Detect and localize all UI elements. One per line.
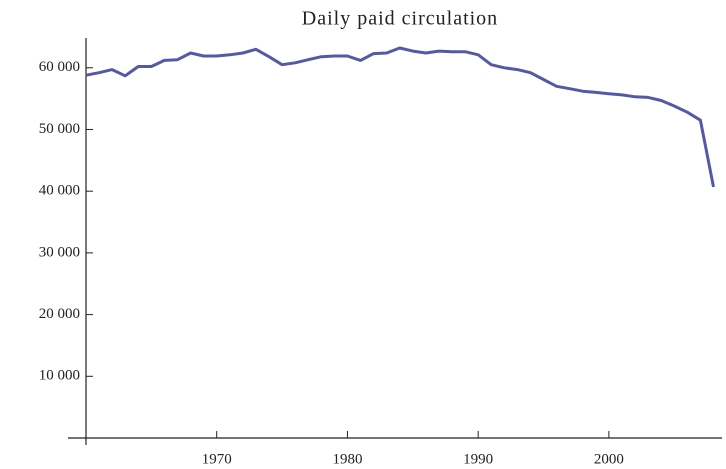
x-tick-label: 1990	[463, 451, 493, 467]
line-series	[85, 46, 715, 188]
y-tick-label: 10 000	[39, 368, 80, 384]
x-tick-label: 1980	[332, 451, 362, 467]
x-tick-label: 1970	[202, 451, 232, 467]
chart-title: Daily paid circulation	[302, 8, 498, 30]
y-tick-label: 30 000	[39, 244, 80, 260]
x-tick-label: 2000	[594, 451, 624, 467]
y-tick-label: 50 000	[39, 121, 80, 137]
y-tick-label: 40 000	[39, 183, 80, 199]
y-tick-label: 20 000	[39, 306, 80, 322]
y-tick-label: 60 000	[39, 59, 80, 75]
